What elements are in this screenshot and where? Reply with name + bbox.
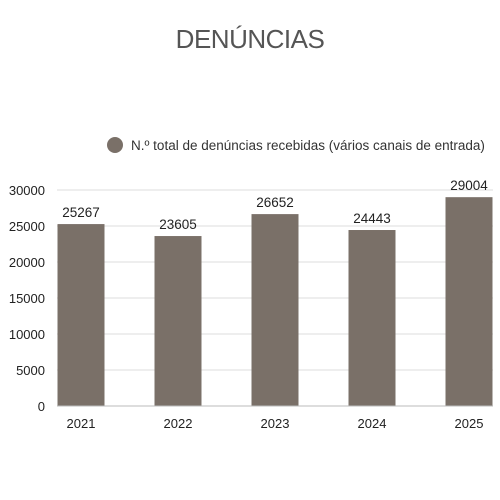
y-tick-label: 5000 [16,363,45,378]
y-tick-label: 30000 [9,183,45,198]
x-tick-label-2024: 2024 [358,416,387,431]
x-tick-label-2025: 2025 [455,416,484,431]
x-axis-ticks: 2021 2022 2023 2024 2025 [67,416,484,431]
bar-2024 [348,230,396,406]
legend: N.º total de denúncias recebidas (vários… [107,137,485,153]
y-axis-ticks: 0 5000 10000 15000 20000 25000 30000 [9,183,45,414]
x-tick-label-2023: 2023 [261,416,290,431]
y-tick-label: 25000 [9,219,45,234]
y-tick-label: 0 [38,399,45,414]
bar-2022 [154,236,202,406]
bar-2025 [445,197,493,406]
data-label-2024: 24443 [353,211,391,226]
legend-marker [107,137,123,153]
y-tick-label: 10000 [9,327,45,342]
chart-title: DENÚNCIAS [176,24,325,54]
bar-2021 [57,224,105,406]
bar-2023 [251,214,299,406]
data-labels: 25267 23605 26652 24443 29004 [62,178,488,232]
data-label-2023: 26652 [256,195,294,210]
data-label-2021: 25267 [62,205,100,220]
x-tick-label-2022: 2022 [164,416,193,431]
y-tick-label: 20000 [9,255,45,270]
legend-label: N.º total de denúncias recebidas (vários… [131,138,485,153]
x-tick-label-2021: 2021 [67,416,96,431]
y-tick-label: 15000 [9,291,45,306]
data-label-2022: 23605 [159,217,197,232]
data-label-2025: 29004 [450,178,488,193]
bars [57,197,493,406]
